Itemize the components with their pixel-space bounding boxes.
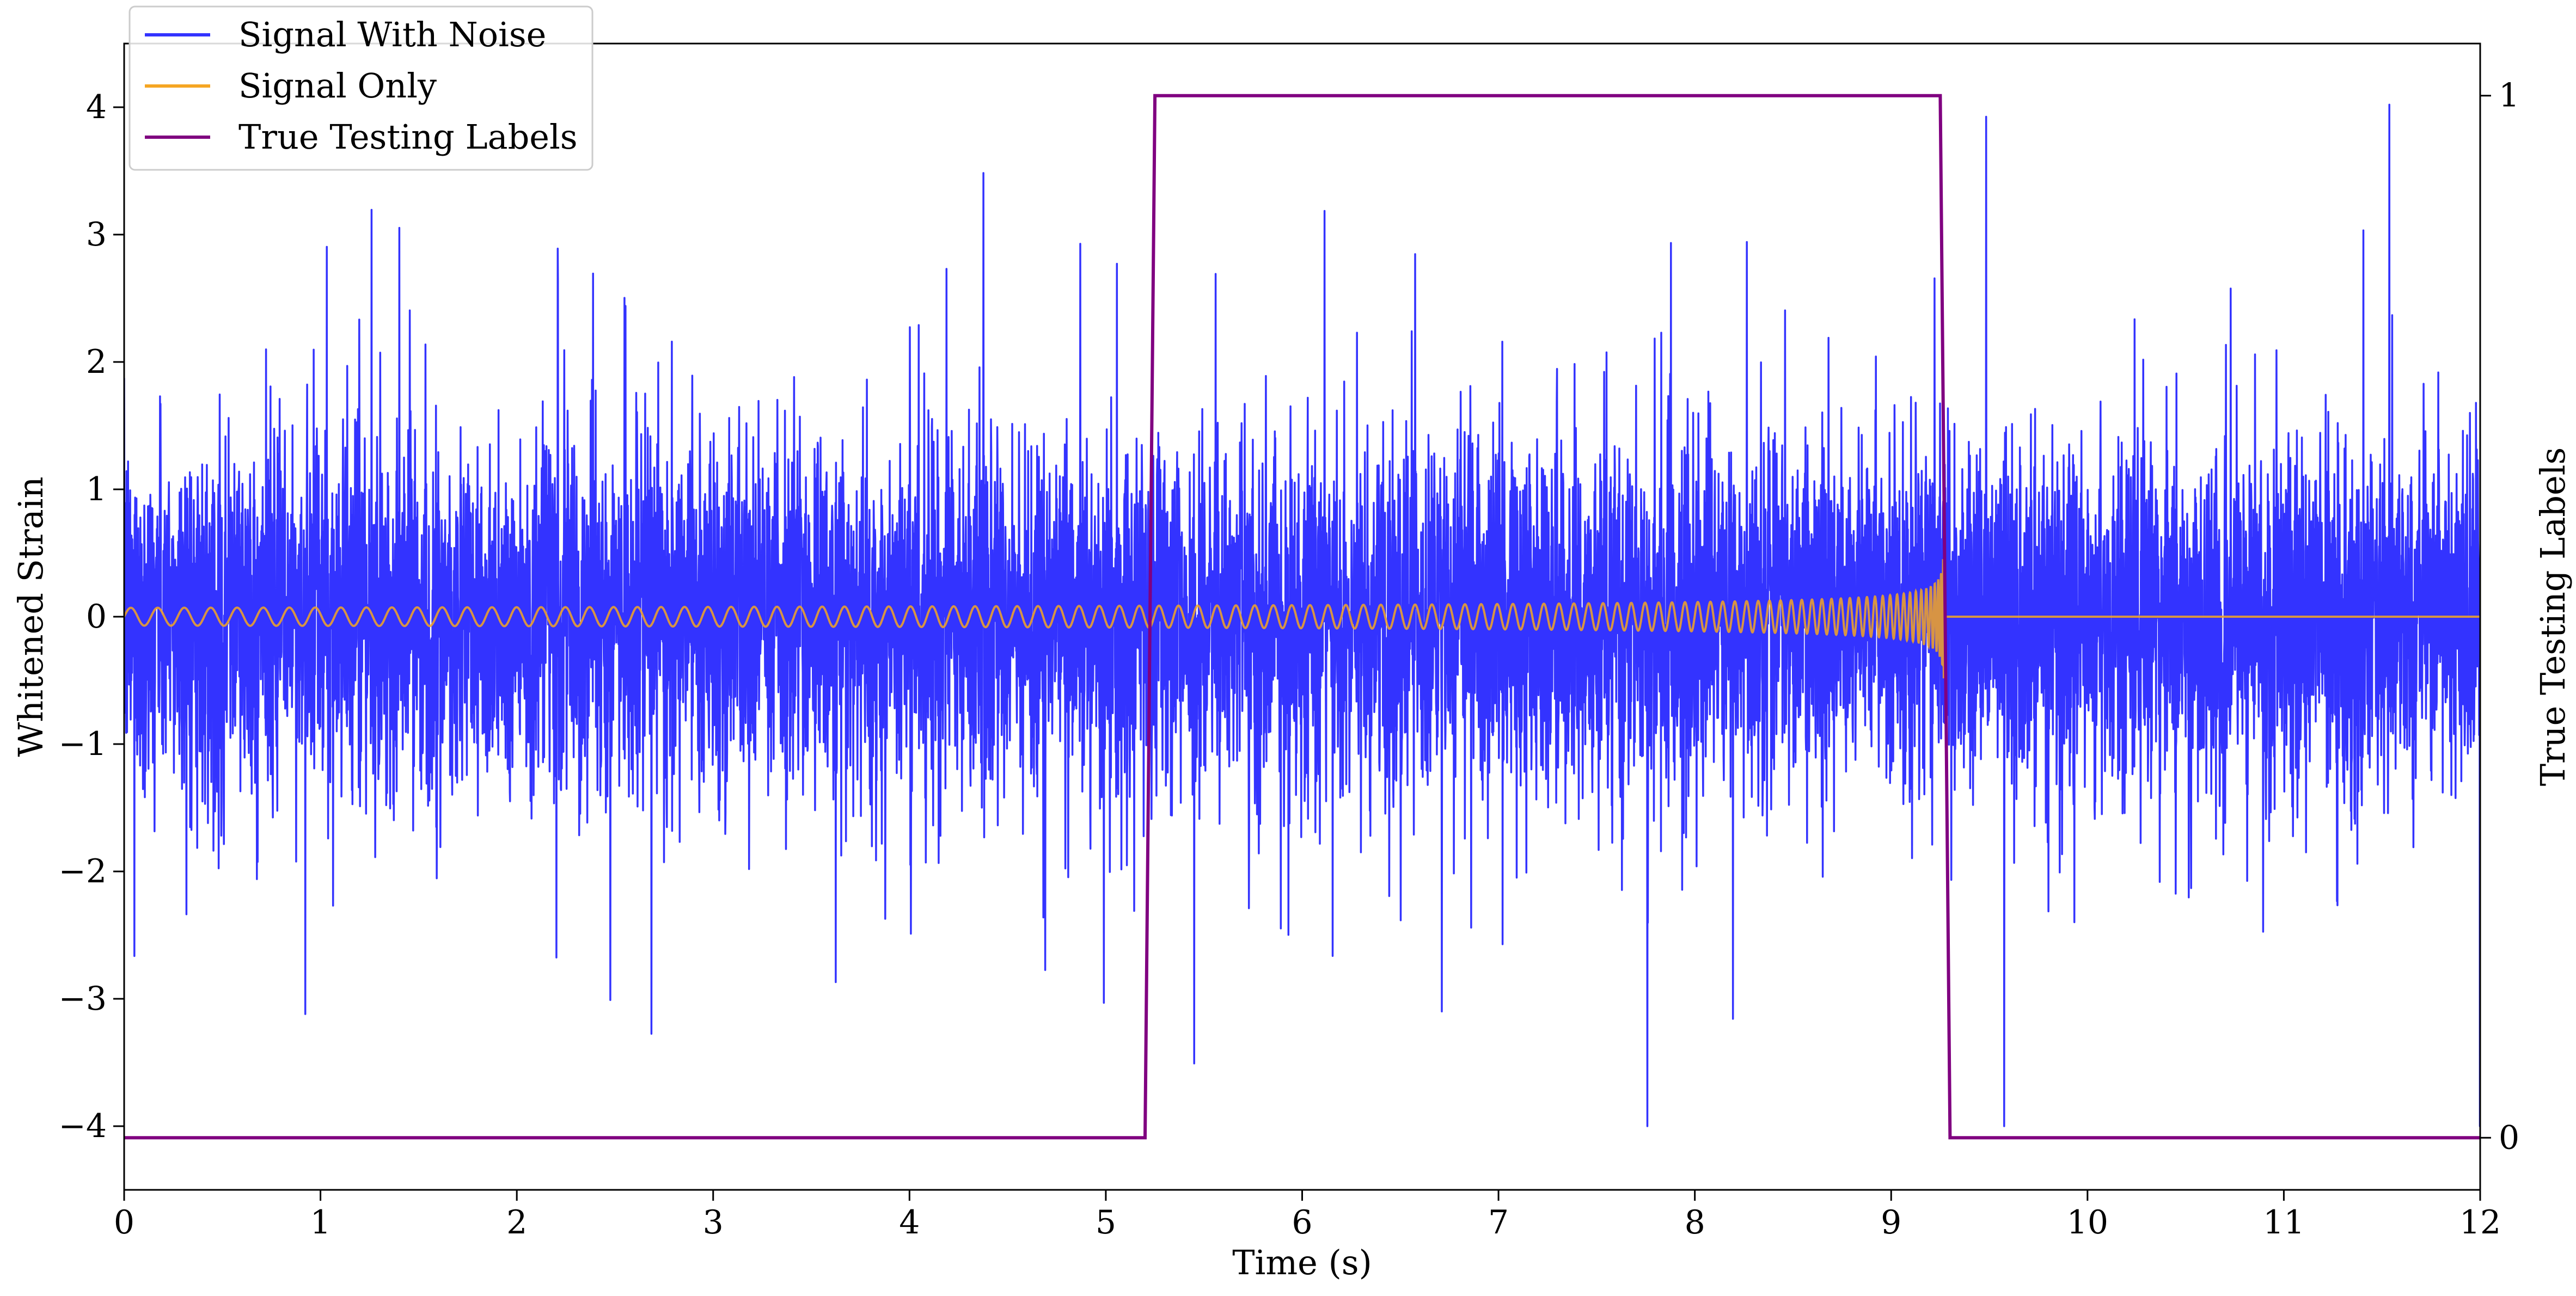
x-tick-label: 4 bbox=[899, 1203, 920, 1242]
x-tick-label: 8 bbox=[1685, 1203, 1705, 1242]
legend-label: True Testing Labels bbox=[238, 117, 578, 157]
x-tick-label: 10 bbox=[2067, 1203, 2108, 1242]
y2-tick-label: 0 bbox=[2499, 1119, 2519, 1157]
x-tick-label: 3 bbox=[703, 1203, 724, 1242]
x-axis: 0 1 2 3 4 5 6 7 8 9 10 11 12 bbox=[114, 1190, 2501, 1242]
y-tick-label: −1 bbox=[59, 725, 107, 763]
y-tick-label: 4 bbox=[86, 88, 107, 126]
series-signal-only bbox=[124, 559, 2480, 679]
x-tick-label: 12 bbox=[2459, 1203, 2501, 1242]
y-tick-label: 2 bbox=[86, 343, 107, 381]
y2-axis-label: True Testing Labels bbox=[2533, 447, 2573, 787]
legend-box bbox=[129, 5, 593, 171]
y-tick-label: −2 bbox=[59, 852, 107, 890]
legend-label: Signal With Noise bbox=[238, 15, 546, 54]
x-tick-label: 11 bbox=[2263, 1203, 2304, 1242]
x-tick-label: 5 bbox=[1096, 1203, 1116, 1242]
y-tick-label: 1 bbox=[86, 470, 107, 508]
x-tick-label: 0 bbox=[114, 1203, 134, 1242]
y-axis-label: Whitened Strain bbox=[11, 477, 51, 757]
x-tick-label: 9 bbox=[1881, 1203, 1901, 1242]
series-layer bbox=[124, 94, 2480, 1140]
series-true-testing-labels bbox=[124, 94, 2480, 1140]
y-tick-label: 3 bbox=[86, 216, 107, 254]
x-tick-label: 1 bbox=[310, 1203, 331, 1242]
y-axis-right: 01 bbox=[2480, 77, 2519, 1157]
y2-tick-label: 1 bbox=[2499, 77, 2519, 115]
x-tick-label: 7 bbox=[1488, 1203, 1509, 1242]
y-axis-left: −4 −3 −2 −1 0 1 2 3 4 bbox=[59, 88, 124, 1145]
legend-label: Signal Only bbox=[238, 66, 437, 106]
legend: Signal With Noise Signal Only True Testing… bbox=[129, 5, 593, 171]
x-axis-label: Time (s) bbox=[1232, 1243, 1372, 1282]
y-tick-label: −4 bbox=[59, 1107, 107, 1145]
y-tick-label: 0 bbox=[86, 598, 107, 636]
y-tick-label: −3 bbox=[59, 980, 107, 1018]
x-tick-label: 6 bbox=[1292, 1203, 1312, 1242]
series-signal-with-noise bbox=[124, 103, 2480, 1127]
x-tick-label: 2 bbox=[506, 1203, 527, 1242]
